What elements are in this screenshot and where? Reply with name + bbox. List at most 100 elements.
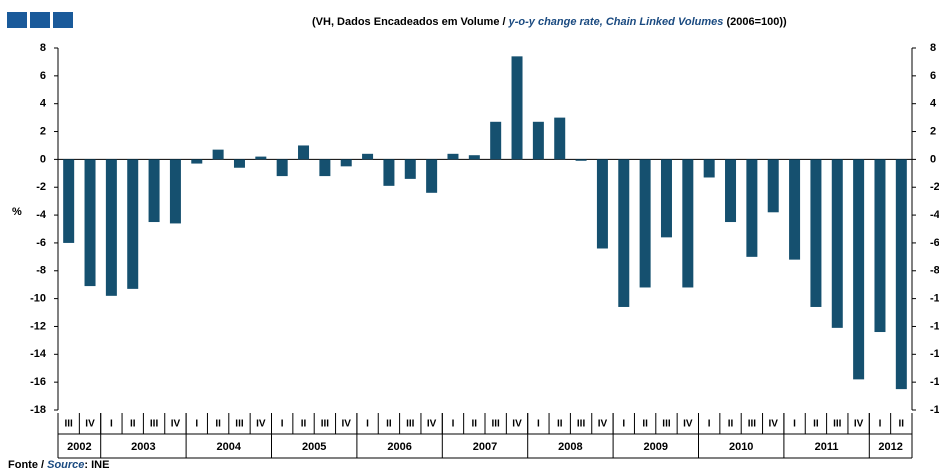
- y2-tick-label: 4: [930, 98, 937, 110]
- y2-tick-label: -6: [930, 237, 939, 249]
- x-tick-label: I: [537, 419, 540, 430]
- y-tick-label: -18: [30, 404, 46, 416]
- y-tick-label: 8: [40, 42, 46, 54]
- x-tick-label: IV: [683, 419, 693, 430]
- y-tick-label: 6: [40, 70, 46, 82]
- bar: [660, 159, 672, 238]
- chart-title: (VH, Dados Encadeados em Volume / y-o-y …: [312, 16, 787, 28]
- bar: [746, 159, 758, 257]
- logo-square: [30, 12, 50, 28]
- x-tick-label: II: [642, 419, 648, 430]
- x-tick-label: III: [406, 419, 415, 430]
- y-tick-label: -14: [30, 348, 47, 360]
- logo-square: [53, 12, 73, 28]
- bar: [63, 159, 75, 243]
- bar: [447, 153, 459, 160]
- y-tick-label: -8: [36, 265, 46, 277]
- bar: [490, 121, 502, 160]
- x-tick-label: I: [281, 419, 284, 430]
- bar: [575, 159, 587, 161]
- x-tick-label: II: [130, 419, 136, 430]
- y-tick-label: -2: [36, 181, 46, 193]
- bar: [618, 159, 630, 307]
- x-tick-label: I: [110, 419, 113, 430]
- bar: [426, 159, 438, 193]
- y-tick-label: -6: [36, 237, 46, 249]
- bar: [703, 159, 715, 178]
- x-tick-label: II: [301, 419, 307, 430]
- bar: [853, 159, 865, 380]
- bar: [362, 153, 374, 160]
- year-label: 2002: [67, 441, 91, 453]
- bar: [105, 159, 117, 296]
- bar: [554, 117, 566, 160]
- y2-tick-label: -1: [930, 376, 939, 388]
- y2-tick-label: -8: [930, 265, 939, 277]
- x-tick-label: II: [215, 419, 221, 430]
- x-tick-label: I: [366, 419, 369, 430]
- y-tick-label: -16: [30, 376, 46, 388]
- bar: [639, 159, 651, 288]
- bar: [511, 56, 523, 160]
- year-label: 2009: [644, 441, 668, 453]
- x-tick-label: III: [321, 419, 330, 430]
- x-tick-label: III: [65, 419, 74, 430]
- x-tick-label: I: [708, 419, 711, 430]
- bar: [169, 159, 181, 224]
- x-tick-label: I: [622, 419, 625, 430]
- bar: [874, 159, 886, 333]
- x-tick-label: IV: [512, 419, 522, 430]
- bar: [810, 159, 822, 307]
- x-tick-label: III: [492, 419, 501, 430]
- title-pt: (VH, Dados Encadeados em Volume /: [312, 16, 509, 28]
- y2-tick-label: 0: [930, 153, 936, 165]
- x-tick-label: I: [879, 419, 882, 430]
- y2-tick-label: -2: [930, 181, 939, 193]
- bar: [191, 159, 203, 164]
- x-tick-label: II: [899, 419, 905, 430]
- bar: [789, 159, 801, 260]
- bar: [298, 145, 310, 160]
- y-tick-label: -4: [36, 209, 47, 221]
- y-tick-label: -12: [30, 320, 46, 332]
- bar: [340, 159, 352, 167]
- year-label: 2005: [302, 441, 326, 453]
- year-label: 2008: [558, 441, 582, 453]
- year-label: 2010: [729, 441, 753, 453]
- y2-tick-label: 2: [930, 125, 936, 137]
- x-tick-label: IV: [341, 419, 351, 430]
- y-tick-label: 2: [40, 125, 46, 137]
- y-tick-label: 4: [40, 98, 47, 110]
- bar: [84, 159, 96, 287]
- bar: [468, 155, 480, 160]
- y2-tick-label: -1: [930, 293, 939, 305]
- x-tick-label: II: [728, 419, 734, 430]
- y2-tick-label: -4: [930, 209, 939, 221]
- x-tick-label: III: [662, 419, 671, 430]
- bar: [383, 159, 395, 186]
- bar: [532, 121, 544, 160]
- year-label: 2007: [473, 441, 497, 453]
- x-tick-label: IV: [85, 419, 95, 430]
- x-tick-label: I: [452, 419, 455, 430]
- y-tick-label: -10: [30, 293, 46, 305]
- title-en: y-o-y change rate, Chain Linked Volumes: [508, 16, 724, 28]
- x-tick-label: IV: [768, 419, 778, 430]
- y2-tick-label: -1: [930, 348, 939, 360]
- x-tick-label: III: [235, 419, 244, 430]
- bar: [212, 149, 224, 160]
- y2-tick-label: 6: [930, 70, 936, 82]
- y2-tick-label: -1: [930, 404, 939, 416]
- bar: [895, 159, 907, 390]
- year-label: 2011: [815, 441, 839, 453]
- bar: [276, 159, 288, 177]
- source-pt: Fonte /: [8, 459, 47, 471]
- y2-tick-label: 8: [930, 42, 936, 54]
- logo-square: [7, 12, 27, 28]
- bar: [682, 159, 694, 288]
- x-tick-label: IV: [427, 419, 437, 430]
- bar: [404, 159, 416, 179]
- y2-tick-label: -1: [930, 320, 939, 332]
- x-tick-label: I: [195, 419, 198, 430]
- x-tick-label: III: [748, 419, 757, 430]
